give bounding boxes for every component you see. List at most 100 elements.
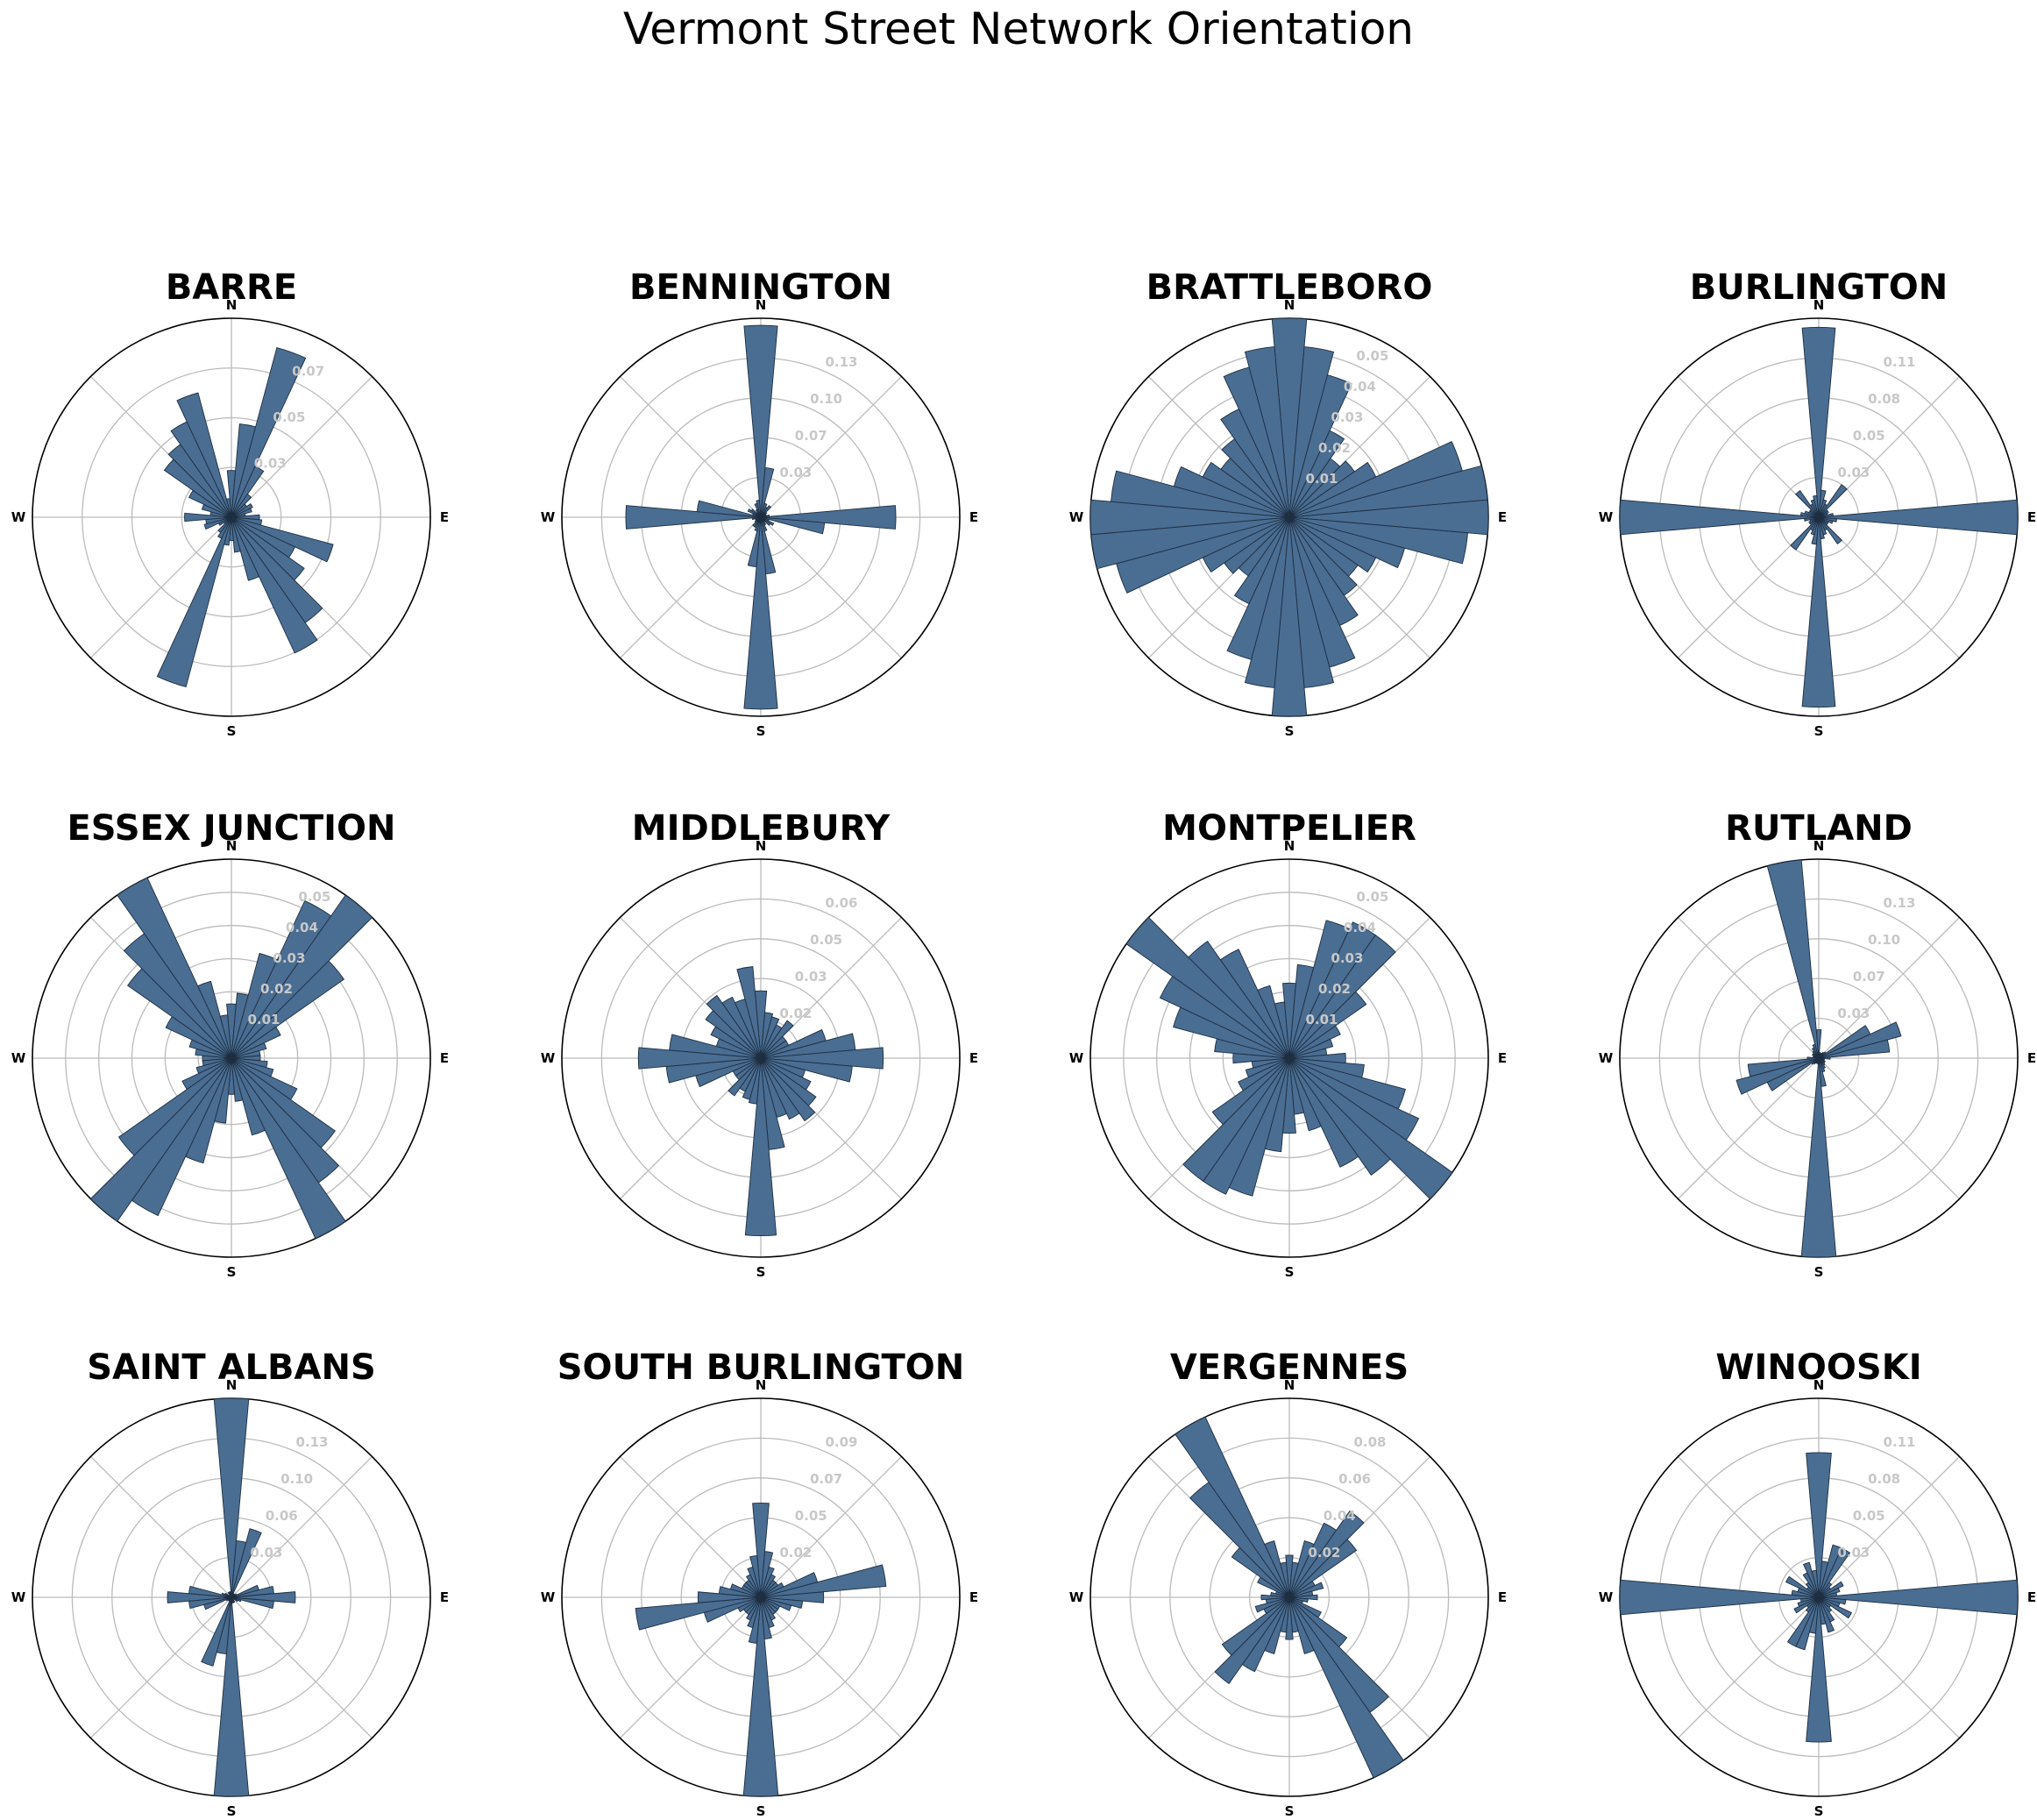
direction-label-w: W: [11, 1050, 26, 1066]
bar-winooski-21: [1786, 1596, 1820, 1647]
radial-tick-label: 0.03: [795, 969, 827, 985]
chart-title: BARRE: [166, 267, 297, 308]
bar-vergennes-34: [1264, 1539, 1290, 1598]
bar-essex-junction-15: [231, 1057, 346, 1240]
bar-brattleboro-29: [1173, 466, 1290, 518]
bar-bennington-27: [625, 505, 762, 530]
radial-tick-label: 0.03: [1837, 465, 1870, 480]
radial-tick-label: 0.02: [1318, 981, 1351, 997]
bar-burlington-35: [1813, 494, 1820, 518]
bar-bennington-0: [743, 324, 778, 518]
radial-tick-label: 0.02: [260, 981, 293, 997]
radial-tick-label: 0.08: [1868, 391, 1900, 407]
bar-winooski-27: [1619, 1579, 1820, 1616]
grid-spoke: [1818, 1456, 1960, 1598]
direction-label-w: W: [1599, 1050, 1614, 1066]
direction-label-e: E: [440, 1050, 449, 1066]
bar-bennington-9: [760, 505, 897, 530]
direction-label-e: E: [1498, 1050, 1507, 1066]
bar-essex-junction-35: [219, 1014, 232, 1059]
outer-ring: [561, 317, 961, 717]
chart-title: WINOOSKI: [1715, 1347, 1921, 1388]
grid-spoke: [760, 1456, 902, 1598]
polar-chart-barre: BARRE 0.03 0.05 0.07 N E S W: [11, 267, 449, 739]
polar-chart-vergennes: VERGENNES 0.02 0.04 0.06 0.08 N E S W: [1069, 1347, 1507, 1819]
outer-ring: [32, 858, 431, 1258]
direction-label-n: N: [1813, 838, 1825, 854]
bar-brattleboro-3: [1288, 430, 1345, 518]
radial-tick-label: 0.05: [795, 1508, 827, 1524]
bar-middlebury-27: [637, 1047, 762, 1070]
radial-tick-label: 0.03: [254, 456, 287, 472]
bar-winooski-7: [1818, 1587, 1841, 1598]
radial-tick-label: 0.07: [795, 428, 827, 444]
grid-spoke: [231, 376, 373, 518]
grid-spoke: [1818, 1057, 1960, 1199]
bar-middlebury-33: [721, 996, 762, 1059]
direction-label-n: N: [1284, 297, 1295, 313]
bar-montpelier-22: [1182, 1057, 1290, 1182]
grid-spoke: [620, 1596, 762, 1738]
bar-south-burlington-9: [760, 1591, 825, 1603]
polar-chart-rutland: RUTLAND 0.03 0.07 0.10 0.13 N E S W: [1599, 808, 2036, 1280]
direction-label-n: N: [1813, 1377, 1825, 1393]
grid-spoke: [760, 1596, 902, 1738]
bar-vergennes-4: [1288, 1510, 1365, 1598]
direction-label-e: E: [2027, 1050, 2036, 1066]
radial-tick-label: 0.02: [779, 1545, 812, 1561]
grid-spoke: [1818, 1596, 1960, 1738]
bar-rutland-27: [1806, 1056, 1820, 1060]
bar-winooski-25: [1797, 1596, 1820, 1608]
direction-label-s: S: [1285, 1803, 1295, 1819]
radial-tick-label: 0.05: [810, 932, 842, 948]
radial-tick-label: 0.04: [1344, 920, 1376, 935]
direction-label-s: S: [227, 1264, 237, 1280]
radial-tick-label: 0.10: [1868, 932, 1900, 948]
direction-label-e: E: [440, 509, 449, 525]
bar-winooski-35: [1811, 1569, 1820, 1598]
radial-tick-label: 0.04: [286, 920, 318, 935]
bar-burlington-4: [1818, 484, 1848, 518]
bar-vergennes-27: [1260, 1594, 1290, 1601]
radial-tick-label: 0.01: [1305, 471, 1338, 487]
radial-tick-label: 0.04: [1324, 1508, 1356, 1524]
direction-label-s: S: [756, 1803, 766, 1819]
bar-montpelier-14: [1288, 1057, 1391, 1176]
grid-spoke: [760, 376, 902, 518]
bar-winooski-30: [1785, 1575, 1820, 1598]
direction-label-w: W: [541, 509, 556, 525]
direction-label-s: S: [1814, 723, 1824, 739]
bar-burlington-27: [1619, 499, 1820, 536]
direction-label-s: S: [227, 723, 237, 739]
polar-chart-bennington: BENNINGTON 0.03 0.07 0.10 0.13 N E S W: [541, 267, 978, 739]
chart-title: BURLINGTON: [1690, 267, 1948, 308]
bar-middlebury-22: [728, 1057, 762, 1097]
bar-vergennes-33: [1175, 1416, 1290, 1598]
bar-montpelier-13: [1288, 1057, 1453, 1200]
polar-chart-saint-albans: SAINT ALBANS 0.03 0.06 0.10 0.13 N E S W: [11, 1347, 449, 1819]
grid-spoke: [231, 1596, 373, 1738]
bar-winooski-9: [1818, 1579, 2019, 1616]
direction-label-w: W: [1599, 1589, 1614, 1605]
bar-barre-3: [231, 466, 265, 518]
figure-title: Vermont Street Network Orientation: [622, 4, 1414, 54]
bar-montpelier-4: [1288, 935, 1396, 1059]
direction-label-w: W: [541, 1050, 556, 1066]
bar-montpelier-25: [1245, 1057, 1290, 1078]
bars: [167, 1397, 296, 1797]
bar-essex-junction-16: [231, 1057, 266, 1136]
radial-tick-label: 0.03: [1837, 1545, 1870, 1561]
radial-tick-label: 0.03: [250, 1545, 282, 1561]
bar-south-burlington-18: [742, 1596, 779, 1797]
radial-tick-label: 0.11: [1883, 1434, 1915, 1450]
bars: [637, 966, 884, 1237]
direction-label-e: E: [1498, 1589, 1507, 1605]
bar-saint-albans-35: [229, 1591, 232, 1598]
direction-label-w: W: [1599, 509, 1614, 525]
bar-saint-albans-10: [231, 1596, 274, 1610]
bar-vergennes-25: [1254, 1596, 1290, 1613]
bar-essex-junction-22: [89, 1057, 232, 1222]
bar-burlington-32: [1795, 489, 1820, 518]
bar-vergennes-23: [1221, 1596, 1290, 1656]
direction-label-n: N: [756, 297, 767, 313]
